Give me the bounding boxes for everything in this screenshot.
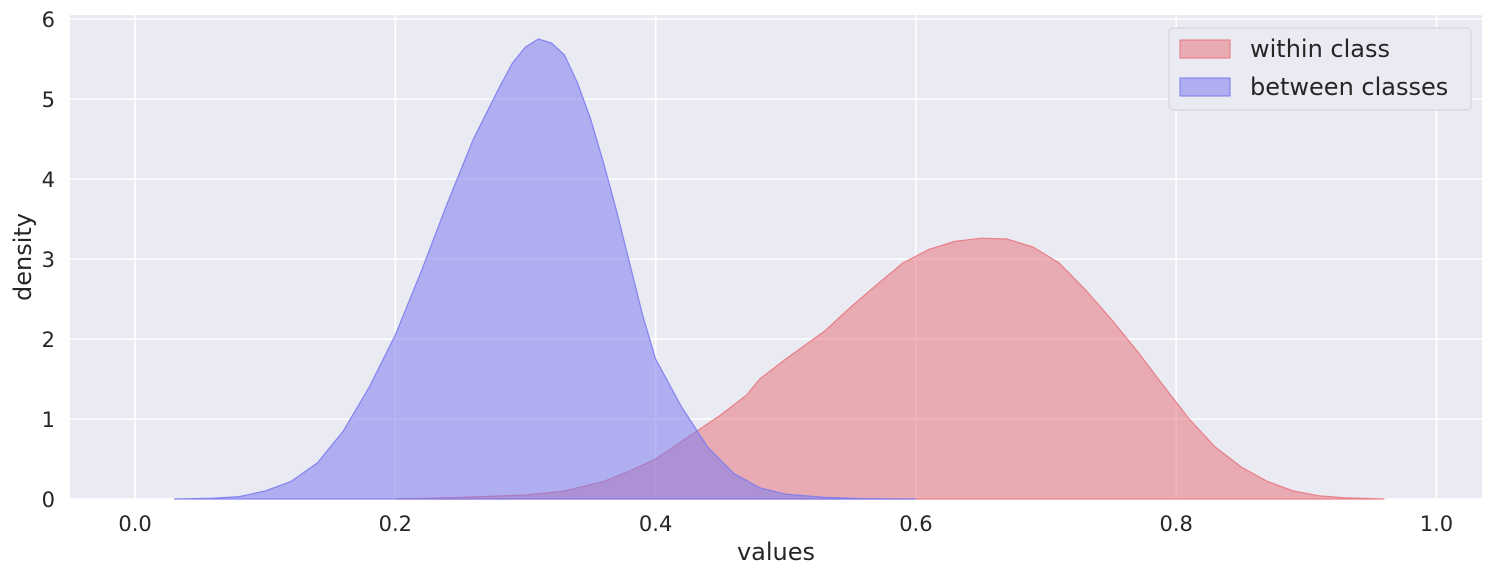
x-tick-label: 0.6 (899, 512, 932, 536)
x-tick-label: 0.0 (118, 512, 151, 536)
legend: within class between classes (1168, 27, 1472, 111)
x-axis-ticks: 0.0 0.2 0.4 0.6 0.8 1.0 (118, 512, 1453, 536)
y-tick-label: 2 (42, 328, 55, 352)
x-tick-label: 0.4 (639, 512, 672, 536)
legend-label-between-classes: between classes (1250, 73, 1448, 101)
y-tick-label: 5 (42, 88, 55, 112)
legend-swatch-within-class (1179, 39, 1231, 59)
legend-swatch-between-classes (1179, 77, 1231, 97)
y-tick-label: 4 (42, 168, 55, 192)
density-areas (174, 38, 1385, 500)
y-tick-label: 6 (42, 8, 55, 32)
y-tick-label: 1 (42, 408, 55, 432)
y-tick-label: 0 (42, 488, 55, 512)
y-axis-label: density (9, 213, 37, 301)
y-tick-label: 3 (42, 248, 55, 272)
legend-label-within-class: within class (1250, 35, 1390, 63)
density-area-between-classes (174, 38, 916, 500)
x-tick-label: 1.0 (1420, 512, 1453, 536)
y-axis-ticks: 0 1 2 3 4 5 6 (42, 8, 55, 512)
x-tick-label: 0.2 (379, 512, 412, 536)
x-tick-label: 0.8 (1159, 512, 1192, 536)
legend-frame (1168, 27, 1472, 111)
x-axis-label: values (737, 538, 815, 566)
